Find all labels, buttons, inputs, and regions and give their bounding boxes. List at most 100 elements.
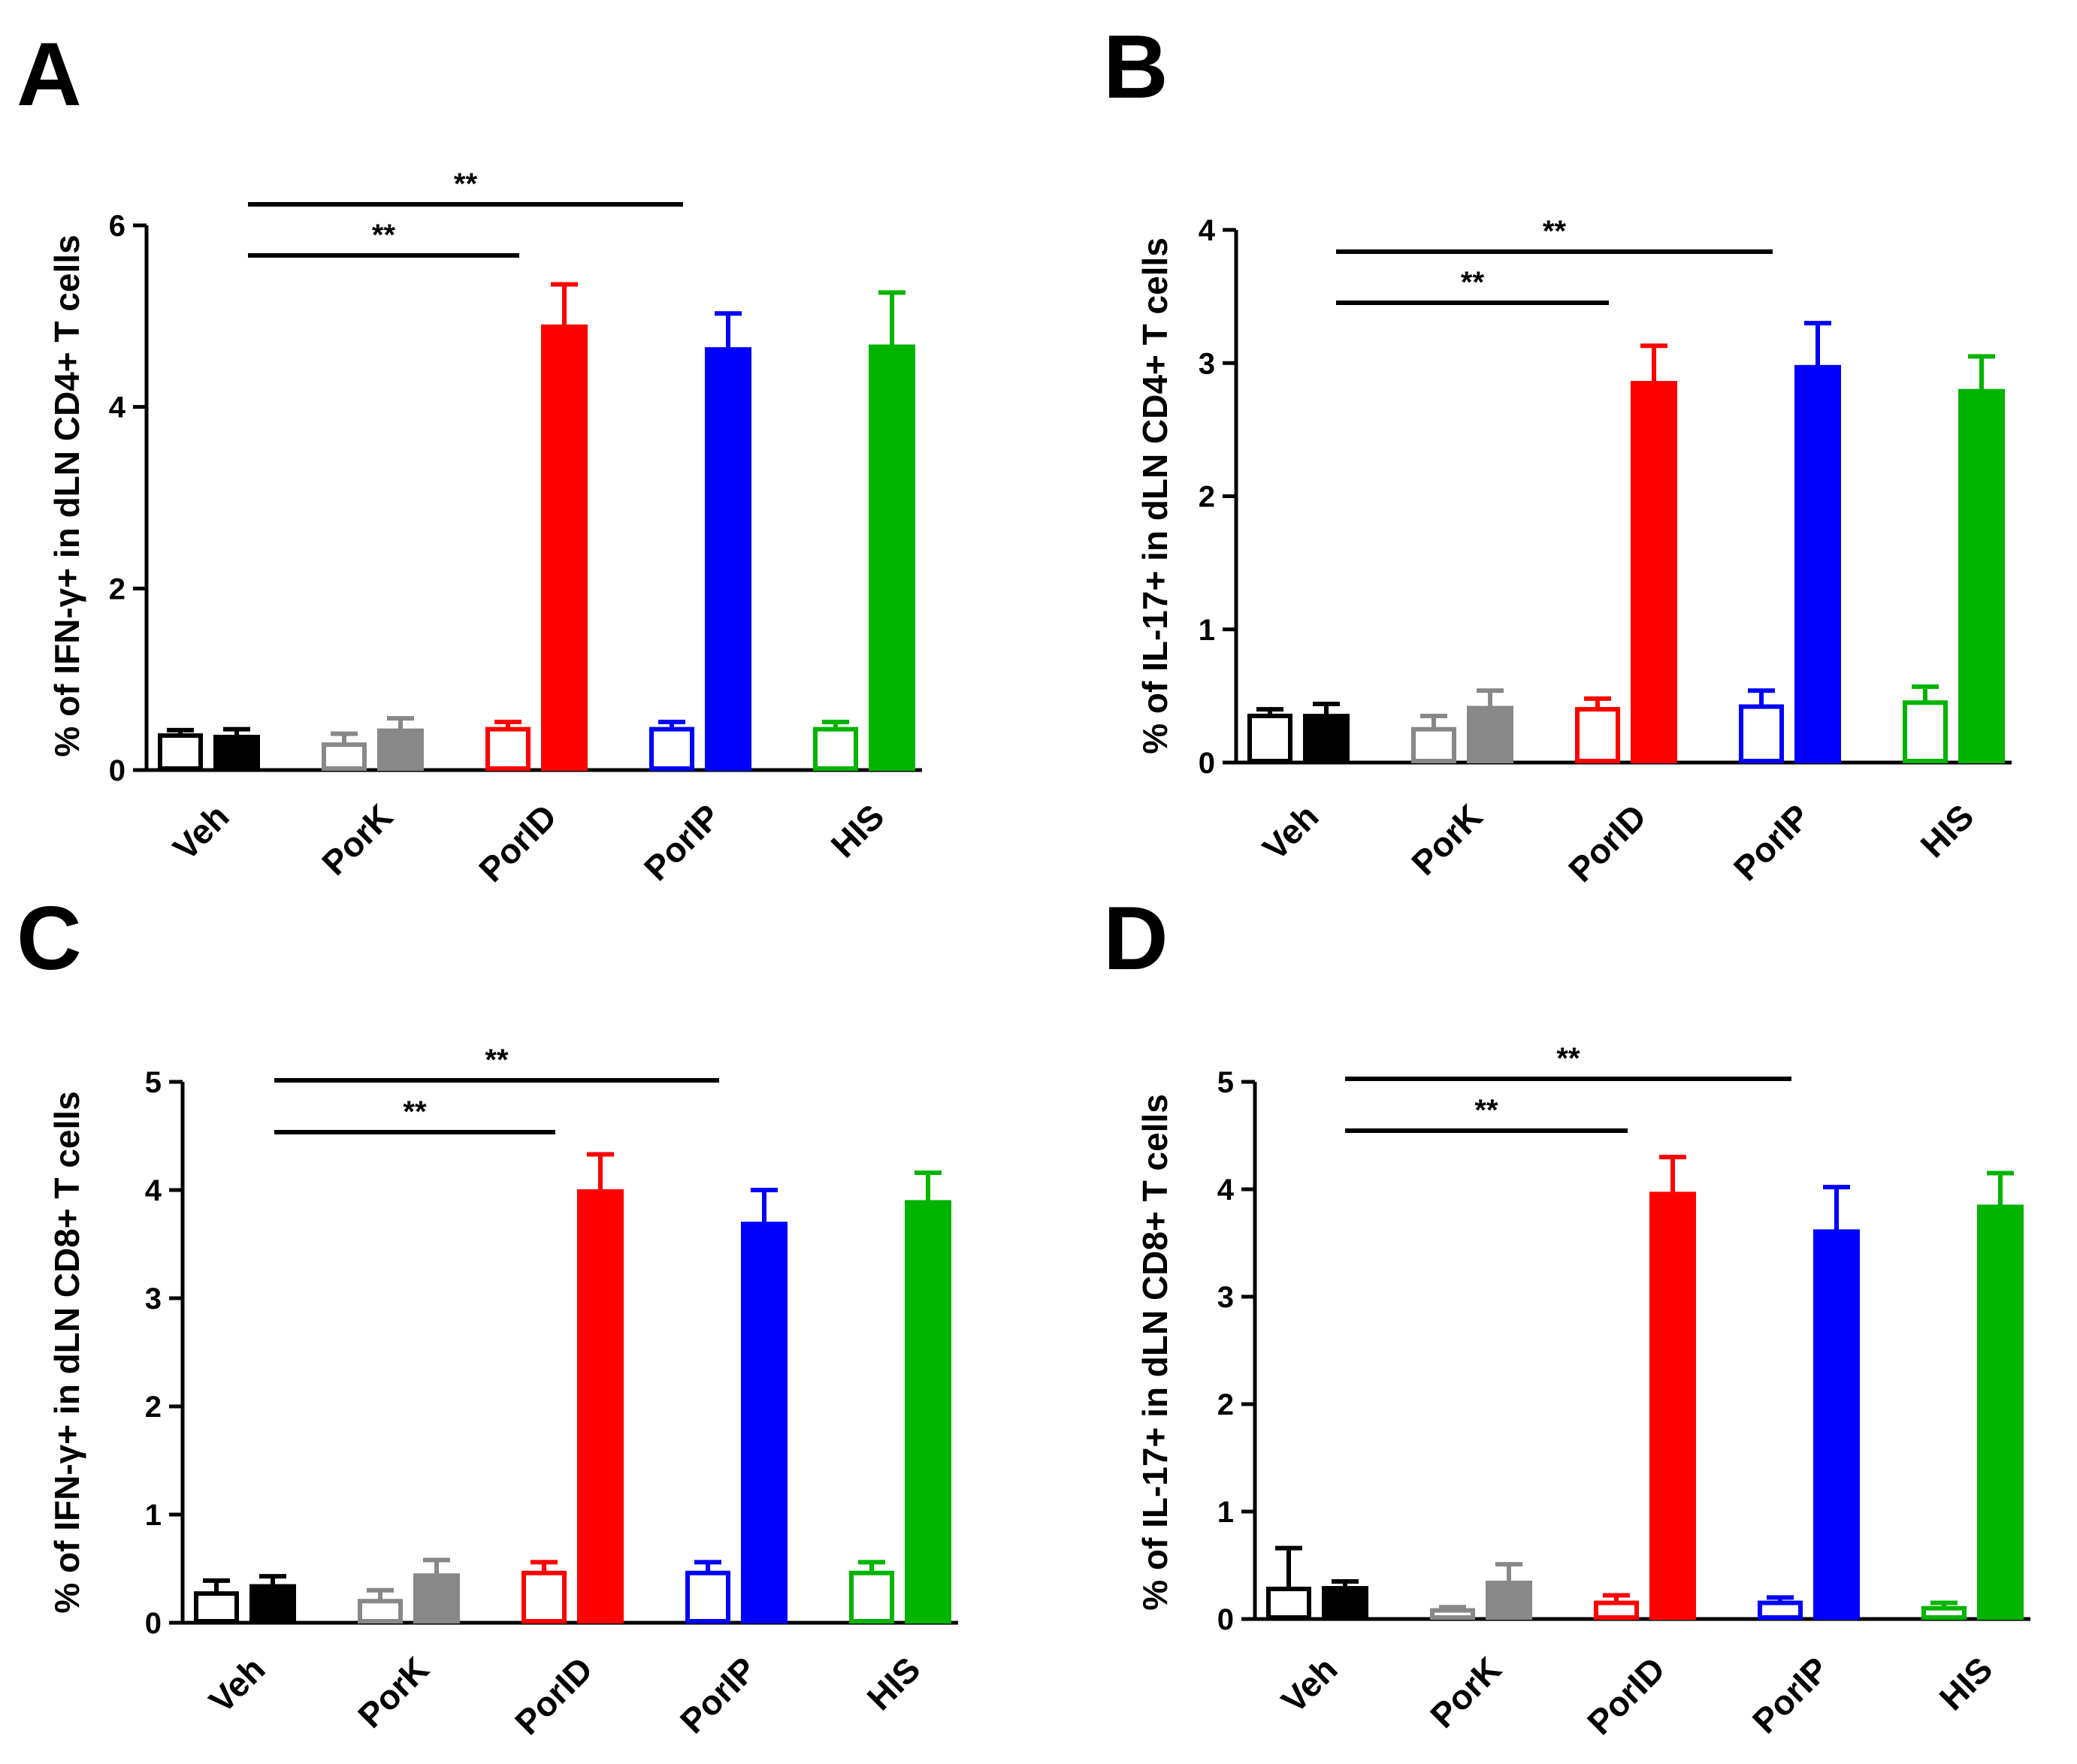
bar-open-porip — [1739, 704, 1784, 763]
bar-filled-his — [1977, 1204, 2024, 1620]
bar-open-porip — [1758, 1600, 1803, 1621]
x-tick-label: PorIP — [636, 796, 728, 888]
x-tick-label: PorK — [1422, 1649, 1508, 1735]
bar-filled-his — [869, 344, 915, 771]
x-tick-label: HIS — [1932, 1649, 2000, 1717]
panel-letter: C — [17, 888, 82, 989]
y-axis-label: % of IL-17+ in dLN CD4+ T cells — [1135, 237, 1175, 754]
y-tick-label: 0 — [145, 1607, 162, 1640]
bar-filled-his — [1958, 388, 2005, 763]
bar-open-veh — [194, 1591, 239, 1624]
bar-open-pork — [1430, 1608, 1475, 1621]
y-tick-label: 4 — [109, 391, 126, 424]
x-tick-label: Veh — [1274, 1649, 1345, 1720]
significance-label: ** — [1543, 215, 1567, 248]
y-tick-label: 3 — [1217, 1281, 1234, 1314]
x-tick-label: PorK — [1404, 796, 1489, 882]
y-axis-label: % of IFN-γ+ in dLN CD4+ T cells — [47, 234, 86, 757]
bar-open-veh — [158, 733, 203, 771]
x-tick-label: PorID — [1580, 1649, 1673, 1742]
bar-open-porid — [485, 726, 531, 771]
bar-open-his — [1921, 1605, 1967, 1620]
significance-label: ** — [454, 168, 478, 201]
significance-label: ** — [485, 1044, 509, 1077]
x-tick-label: PorID — [1561, 796, 1654, 890]
bar-open-pork — [322, 742, 367, 772]
panel-a: A % of IFN-γ+ in dLN CD4+ T cells 0 2 4 6 Veh P… — [17, 24, 922, 890]
bar-open-pork — [358, 1599, 403, 1624]
bar-filled-porip — [1794, 364, 1841, 764]
x-tick-label: PorIP — [1745, 1649, 1837, 1741]
panel-b: B % of IL-17+ in dLN CD4+ T cells 0 1 2 3 4 Veh… — [1103, 17, 2012, 890]
bar-filled-porip — [705, 347, 751, 771]
x-tick-label: Veh — [165, 796, 237, 868]
bar-filled-porid — [1631, 381, 1677, 763]
panel-letter: A — [17, 24, 82, 125]
y-tick-label: 1 — [145, 1499, 162, 1532]
significance-label: ** — [403, 1095, 427, 1128]
bar-filled-pork — [1486, 1580, 1532, 1620]
x-tick-label: PorID — [507, 1649, 600, 1742]
bar-open-veh — [1266, 1586, 1311, 1620]
bar-open-porip — [649, 726, 694, 771]
bar-filled-porid — [541, 324, 588, 771]
bar-filled-porip — [741, 1222, 788, 1624]
bar-open-porip — [685, 1570, 730, 1624]
significance-label: ** — [1556, 1042, 1580, 1075]
y-tick-label: 2 — [1199, 481, 1215, 514]
y-tick-label: 5 — [145, 1066, 162, 1099]
bar-open-porid — [1594, 1600, 1639, 1621]
panel-d: D % of IL-17+ in dLN CD8+ T cells 0 1 2 3 4 5 Ve… — [1103, 888, 2030, 1742]
y-tick-label: 1 — [1199, 614, 1215, 647]
bar-filled-his — [905, 1200, 951, 1624]
x-tick-label: PorK — [314, 796, 400, 882]
y-tick-label: 2 — [109, 572, 125, 606]
panel-c: C % of IFN-γ+ in dLN CD8+ T cells 0 1 2 3 4 5 Ve… — [17, 888, 958, 1742]
bar-filled-pork — [377, 728, 424, 771]
x-tick-label: HIS — [860, 1649, 928, 1717]
panel-letter: D — [1103, 888, 1169, 989]
bar-filled-veh — [1303, 714, 1350, 764]
bar-filled-veh — [249, 1584, 296, 1624]
x-tick-label: HIS — [824, 796, 892, 865]
bar-open-porid — [1575, 707, 1620, 763]
significance-label: ** — [372, 219, 396, 252]
bar-filled-pork — [1467, 705, 1513, 763]
y-tick-label: 4 — [1199, 214, 1216, 247]
significance-label: ** — [1474, 1094, 1498, 1127]
y-axis-label: % of IL-17+ in dLN CD8+ T cells — [1135, 1094, 1175, 1611]
x-tick-label: PorK — [350, 1649, 436, 1735]
x-tick-label: PorID — [471, 796, 564, 890]
bar-open-his — [849, 1570, 894, 1624]
x-tick-label: Veh — [1255, 796, 1326, 868]
bar-filled-veh — [213, 735, 260, 771]
x-tick-label: Veh — [201, 1649, 273, 1720]
bar-filled-porip — [1813, 1229, 1860, 1620]
panel-letter: B — [1103, 17, 1169, 117]
significance-label: ** — [1461, 266, 1485, 299]
bar-open-veh — [1247, 713, 1292, 764]
y-tick-label: 5 — [1217, 1066, 1234, 1099]
x-tick-label: PorIP — [1726, 796, 1818, 888]
y-axis-label: % of IFN-γ+ in dLN CD8+ T cells — [47, 1091, 86, 1613]
bar-open-his — [813, 726, 858, 771]
y-tick-label: 0 — [1199, 747, 1215, 780]
y-tick-label: 3 — [145, 1282, 162, 1315]
x-tick-label: HIS — [1913, 796, 1982, 865]
bar-open-his — [1903, 700, 1948, 763]
bar-filled-veh — [1322, 1586, 1368, 1621]
y-tick-label: 2 — [1217, 1388, 1234, 1421]
x-tick-label: PorIP — [673, 1649, 764, 1741]
y-tick-label: 1 — [1217, 1496, 1234, 1529]
y-tick-label: 4 — [145, 1174, 162, 1207]
y-tick-label: 6 — [109, 210, 125, 243]
bar-open-porid — [522, 1570, 567, 1624]
bar-filled-porid — [1649, 1192, 1696, 1621]
y-tick-label: 4 — [1217, 1173, 1235, 1207]
y-tick-label: 3 — [1199, 347, 1215, 380]
bar-open-pork — [1411, 726, 1456, 763]
y-tick-label: 2 — [145, 1391, 162, 1424]
y-tick-label: 0 — [109, 754, 125, 787]
bar-filled-porid — [577, 1189, 624, 1624]
